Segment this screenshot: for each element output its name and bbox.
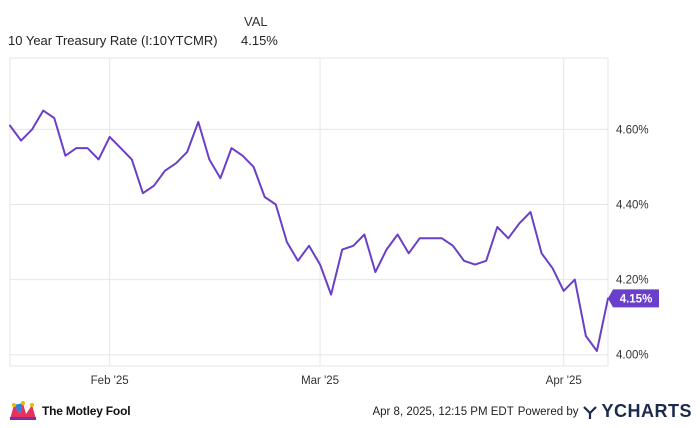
ycharts-wordmark: YCHARTS	[601, 401, 692, 421]
x-tick-label: Mar '25	[301, 375, 339, 387]
legend-header: VAL	[244, 14, 268, 29]
y-tick-label: 4.40%	[616, 199, 649, 211]
last-value-badge	[608, 289, 659, 308]
last-value-label: 4.15%	[620, 293, 653, 305]
y-tick-label: 4.20%	[616, 275, 649, 287]
legend-series-value: 4.15%	[241, 33, 278, 48]
x-tick-label: Feb '25	[91, 375, 129, 387]
jester-hat-icon	[10, 401, 36, 420]
x-tick-label: Apr '25	[546, 375, 582, 387]
y-tick-label: 4.00%	[616, 350, 649, 362]
brand-name: The Motley Fool	[42, 404, 131, 418]
motley-fool-brand: The Motley Fool	[8, 400, 131, 422]
ycharts-logo-icon	[583, 405, 598, 419]
y-tick-label: 4.60%	[616, 124, 649, 136]
powered-by-label: Powered by	[517, 405, 579, 418]
timestamp: Apr 8, 2025, 12:15 PM EDT	[372, 405, 514, 418]
footer-credit: Apr 8, 2025, 12:15 PM EDT Powered by YCH…	[372, 401, 692, 422]
series-line	[9, 109, 609, 352]
legend-series-name: 10 Year Treasury Rate (I:10YTCMR)	[8, 33, 218, 48]
plot-frame	[9, 57, 609, 367]
